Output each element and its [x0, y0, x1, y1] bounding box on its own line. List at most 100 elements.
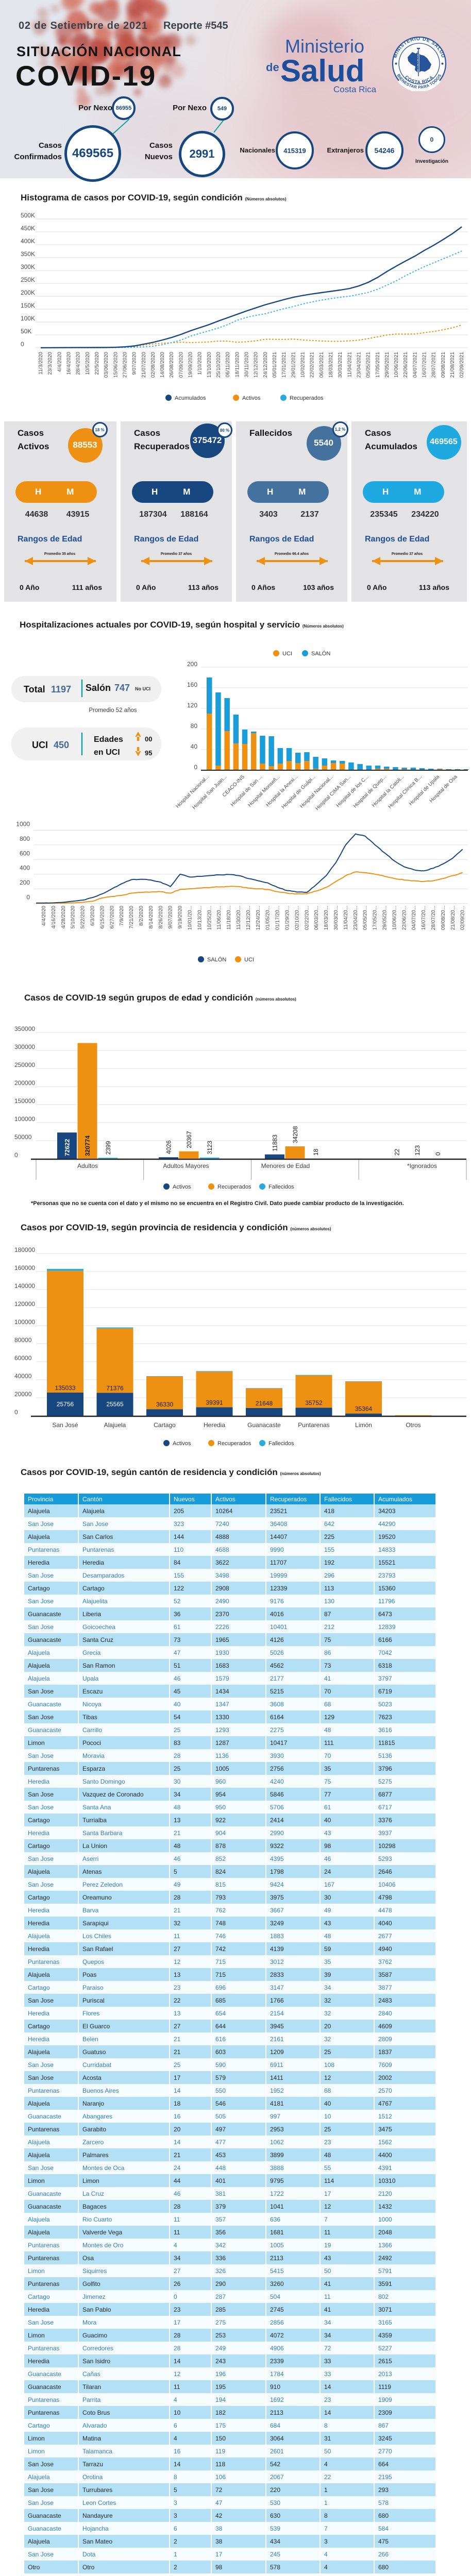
- svg-text:Edades: Edades: [94, 735, 123, 744]
- svg-text:100000: 100000: [14, 1318, 35, 1326]
- svg-text:28/07/2021: 28/07/2021: [431, 352, 437, 378]
- svg-text:10/25/20...: 10/25/20...: [207, 906, 212, 930]
- svg-text:9/19/2020: 9/19/2020: [178, 906, 183, 929]
- svg-text:300000: 300000: [14, 1043, 35, 1050]
- svg-text:Adultos: Adultos: [77, 1162, 98, 1170]
- svg-text:27/06/2020: 27/06/2020: [122, 352, 128, 378]
- svg-text:250000: 250000: [14, 1061, 35, 1069]
- svg-text:200: 200: [187, 660, 197, 668]
- svg-text:Recuperados: Recuperados: [290, 395, 324, 401]
- svg-text:UCI: UCI: [244, 957, 254, 963]
- svg-text:14/08/2020: 14/08/2020: [160, 352, 165, 378]
- svg-text:100000: 100000: [14, 1115, 35, 1123]
- svg-text:SALÓN: SALÓN: [207, 956, 226, 963]
- svg-text:18/03/2021: 18/03/2021: [328, 352, 334, 378]
- svg-text:6/27/2020: 6/27/2020: [109, 906, 115, 929]
- svg-text:Puntarenas: Puntarenas: [298, 1421, 329, 1429]
- svg-text:05/05/20...: 05/05/20...: [363, 906, 368, 930]
- svg-text:6/15/2020: 6/15/2020: [99, 906, 105, 929]
- svg-text:80: 80: [191, 722, 198, 730]
- svg-text:11/04/20...: 11/04/20...: [343, 906, 349, 930]
- svg-text:0: 0: [21, 341, 24, 348]
- svg-text:4/28/2020: 4/28/2020: [61, 906, 66, 929]
- svg-text:25565: 25565: [106, 1401, 124, 1408]
- svg-text:en UCI: en UCI: [94, 748, 120, 757]
- svg-text:1/10/2020: 1/10/2020: [197, 352, 203, 375]
- svg-text:10/5/2020: 10/5/2020: [85, 352, 91, 375]
- svg-text:350K: 350K: [21, 250, 35, 258]
- svg-text:16/07/20...: 16/07/20...: [421, 906, 427, 930]
- svg-text:160: 160: [187, 681, 197, 688]
- svg-text:02/09/20...: 02/09/20...: [460, 906, 466, 930]
- svg-text:95: 95: [145, 749, 152, 757]
- svg-text:Hospital de Upala: Hospital de Upala: [408, 774, 441, 807]
- svg-text:21/07/2020: 21/07/2020: [141, 352, 147, 378]
- svg-text:18/11/2020: 18/11/2020: [234, 352, 240, 378]
- svg-text:29/05/2021: 29/05/2021: [384, 352, 390, 378]
- svg-text:4/4/2020: 4/4/2020: [57, 352, 62, 372]
- svg-text:UCI: UCI: [282, 651, 292, 657]
- svg-text:1000: 1000: [16, 821, 30, 828]
- svg-text:Recuperados: Recuperados: [217, 1184, 251, 1190]
- svg-text:500K: 500K: [21, 212, 35, 219]
- svg-text:20367: 20367: [186, 1131, 193, 1148]
- svg-text:02/08/2020: 02/08/2020: [150, 352, 156, 378]
- svg-text:123: 123: [414, 1145, 421, 1156]
- svg-text:10/06/20...: 10/06/20...: [392, 906, 397, 930]
- svg-text:600: 600: [20, 850, 30, 857]
- svg-text:36330: 36330: [156, 1401, 174, 1408]
- svg-text:0: 0: [194, 764, 197, 771]
- svg-text:35752: 35752: [305, 1399, 323, 1406]
- svg-text:18/03/20...: 18/03/20...: [324, 906, 329, 930]
- svg-text:07/09/2020: 07/09/2020: [178, 352, 184, 378]
- svg-text:Activos: Activos: [242, 395, 261, 401]
- svg-text:80000: 80000: [14, 1336, 32, 1344]
- svg-text:160000: 160000: [14, 1264, 35, 1272]
- svg-text:8/14/2020: 8/14/2020: [148, 906, 154, 929]
- svg-text:22/5/2020: 22/5/2020: [94, 352, 100, 375]
- svg-text:200: 200: [20, 879, 30, 886]
- svg-text:747: 747: [114, 683, 130, 693]
- svg-text:05/01/2021: 05/01/2021: [272, 352, 278, 378]
- svg-text:13/10/2020: 13/10/2020: [207, 352, 212, 378]
- svg-text:30/03/20...: 30/03/20...: [333, 906, 339, 930]
- svg-text:11/06/20...: 11/06/20...: [216, 906, 222, 930]
- svg-text:25/10/2020: 25/10/2020: [216, 352, 222, 378]
- svg-text:25756: 25756: [57, 1401, 74, 1408]
- svg-text:Activos: Activos: [173, 1184, 191, 1190]
- svg-text:05/05/2021: 05/05/2021: [366, 352, 372, 378]
- svg-text:Hospital Nacional...: Hospital Nacional...: [175, 774, 210, 809]
- svg-text:12/24/20...: 12/24/20...: [256, 906, 261, 930]
- svg-text:17/05/2021: 17/05/2021: [375, 352, 381, 378]
- svg-text:Hospital Nacional...: Hospital Nacional...: [299, 774, 334, 809]
- svg-text:0: 0: [434, 1152, 442, 1156]
- svg-text:4026: 4026: [165, 1140, 173, 1154]
- svg-text:Hospital la Católi...: Hospital la Católi...: [371, 774, 406, 808]
- svg-text:*Ignorados: *Ignorados: [407, 1162, 437, 1170]
- svg-text:12/12/20...: 12/12/20...: [246, 906, 251, 930]
- svg-text:02/10/20...: 02/10/20...: [294, 906, 300, 930]
- svg-text:1197: 1197: [51, 684, 71, 694]
- svg-text:50K: 50K: [21, 328, 31, 335]
- svg-text:200K: 200K: [21, 289, 35, 296]
- svg-text:Cartago: Cartago: [154, 1421, 176, 1429]
- svg-text:Hospital Monseñ...: Hospital Monseñ...: [247, 774, 281, 808]
- svg-text:18: 18: [312, 1148, 319, 1156]
- svg-text:16/4/2020: 16/4/2020: [66, 352, 72, 375]
- svg-text:01/29/20...: 01/29/20...: [285, 906, 291, 930]
- svg-text:06/03/20...: 06/03/20...: [314, 906, 319, 930]
- svg-text:60000: 60000: [14, 1354, 32, 1362]
- svg-text:4/16/2020: 4/16/2020: [51, 906, 57, 929]
- svg-text:02/22/20...: 02/22/20...: [304, 906, 310, 930]
- svg-text:180000: 180000: [14, 1246, 35, 1253]
- svg-text:9/07/2020: 9/07/2020: [168, 906, 174, 929]
- svg-text:22: 22: [394, 1148, 401, 1156]
- svg-text:29/01/2021: 29/01/2021: [291, 352, 296, 378]
- svg-text:8/26/2020: 8/26/2020: [158, 906, 164, 929]
- svg-text:10/01/20...: 10/01/20...: [188, 906, 193, 930]
- svg-text:09/08/20...: 09/08/20...: [441, 906, 446, 930]
- svg-text:06/11/2020: 06/11/2020: [225, 352, 231, 378]
- svg-text:135033: 135033: [55, 1384, 75, 1392]
- svg-text:02/09/2021: 02/09/2021: [459, 352, 465, 378]
- svg-text:23/3/2020: 23/3/2020: [47, 352, 53, 375]
